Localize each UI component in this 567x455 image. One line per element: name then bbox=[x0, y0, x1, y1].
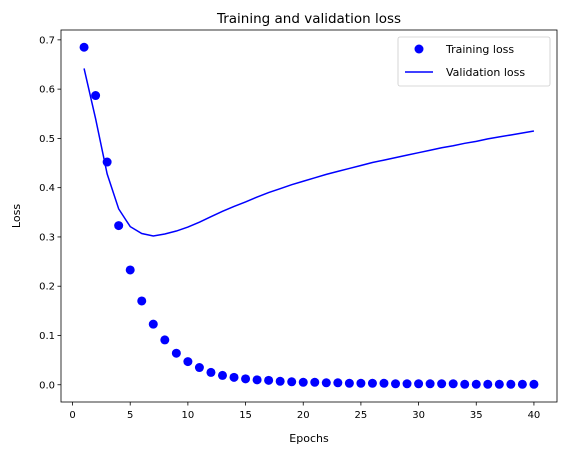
x-tick-label: 20 bbox=[297, 410, 310, 421]
training-loss-point bbox=[241, 374, 251, 384]
legend-label-training: Training loss bbox=[445, 43, 514, 56]
x-tick-label: 35 bbox=[470, 410, 483, 421]
training-loss-point bbox=[79, 42, 89, 52]
training-loss-point bbox=[333, 378, 343, 388]
x-tick-label: 10 bbox=[182, 410, 195, 421]
x-axis: 0 5 10 15 20 25 30 35 40 bbox=[69, 402, 540, 421]
x-tick-label: 15 bbox=[239, 410, 252, 421]
training-loss-points bbox=[79, 42, 539, 389]
plot-area: 0 5 10 15 20 25 30 35 40 0.00.10.20.30.40.50.60.… bbox=[39, 29, 558, 421]
legend-label-validation: Validation loss bbox=[446, 66, 525, 79]
x-tick-label: 0 bbox=[69, 410, 75, 421]
training-loss-point bbox=[483, 379, 493, 389]
training-loss-point bbox=[229, 372, 239, 382]
training-loss-point bbox=[137, 296, 147, 306]
training-loss-point bbox=[321, 378, 331, 388]
training-loss-point bbox=[102, 157, 112, 167]
x-axis-label: Epochs bbox=[289, 432, 329, 445]
training-loss-point bbox=[298, 377, 308, 387]
y-tick-label: 0.5 bbox=[39, 134, 55, 145]
training-loss-point bbox=[252, 375, 262, 385]
y-axis-label: Loss bbox=[10, 204, 23, 228]
training-loss-point bbox=[287, 377, 297, 387]
y-tick-label: 0.1 bbox=[39, 331, 55, 342]
training-loss-point bbox=[160, 335, 170, 345]
validation-loss-line bbox=[83, 68, 535, 237]
training-loss-point bbox=[425, 379, 435, 389]
training-loss-point bbox=[494, 379, 504, 389]
training-loss-point bbox=[264, 375, 274, 385]
y-tick-label: 0.2 bbox=[39, 282, 55, 293]
training-loss-point bbox=[517, 379, 527, 389]
training-loss-point bbox=[379, 378, 389, 388]
training-loss-point bbox=[114, 221, 124, 231]
training-loss-point bbox=[437, 379, 447, 389]
y-tick-label: 0.6 bbox=[39, 85, 55, 96]
y-tick-label: 0.4 bbox=[39, 183, 55, 194]
training-loss-point bbox=[148, 319, 158, 329]
training-loss-point bbox=[402, 379, 412, 389]
chart-title: Training and validation loss bbox=[216, 11, 401, 27]
training-loss-point bbox=[194, 363, 204, 373]
y-axis: 0.0 0.1 0.2 0.3 0.4 0.5 0.6 0.7 bbox=[39, 35, 61, 391]
training-loss-point bbox=[125, 265, 135, 275]
training-loss-point bbox=[414, 379, 424, 389]
training-loss-point bbox=[506, 379, 516, 389]
training-loss-point bbox=[183, 357, 193, 367]
training-loss-point bbox=[91, 91, 101, 101]
x-tick-label: 30 bbox=[412, 410, 425, 421]
y-tick-label: 0.7 bbox=[39, 35, 55, 46]
training-loss-point bbox=[206, 367, 216, 377]
x-tick-label: 25 bbox=[355, 410, 368, 421]
training-loss-point bbox=[275, 376, 285, 386]
training-loss-point bbox=[367, 378, 377, 388]
training-loss-point bbox=[310, 377, 320, 387]
training-loss-point bbox=[391, 379, 401, 389]
training-loss-point bbox=[471, 379, 481, 389]
x-tick-label: 5 bbox=[127, 410, 133, 421]
x-tick-label: 40 bbox=[528, 410, 541, 421]
training-loss-point bbox=[217, 370, 227, 380]
training-loss-point bbox=[529, 379, 539, 389]
axes-frame bbox=[60, 29, 558, 403]
training-loss-point bbox=[448, 379, 458, 389]
legend-marker-training-icon bbox=[414, 44, 424, 54]
y-tick-label: 0.0 bbox=[39, 380, 55, 391]
y-tick-label: 0.3 bbox=[39, 232, 55, 243]
training-loss-point bbox=[460, 379, 470, 389]
training-loss-point bbox=[356, 378, 366, 388]
training-loss-point bbox=[344, 378, 354, 388]
training-loss-point bbox=[171, 348, 181, 358]
legend-box bbox=[397, 36, 551, 87]
legend: Training loss Validation loss bbox=[397, 36, 551, 87]
